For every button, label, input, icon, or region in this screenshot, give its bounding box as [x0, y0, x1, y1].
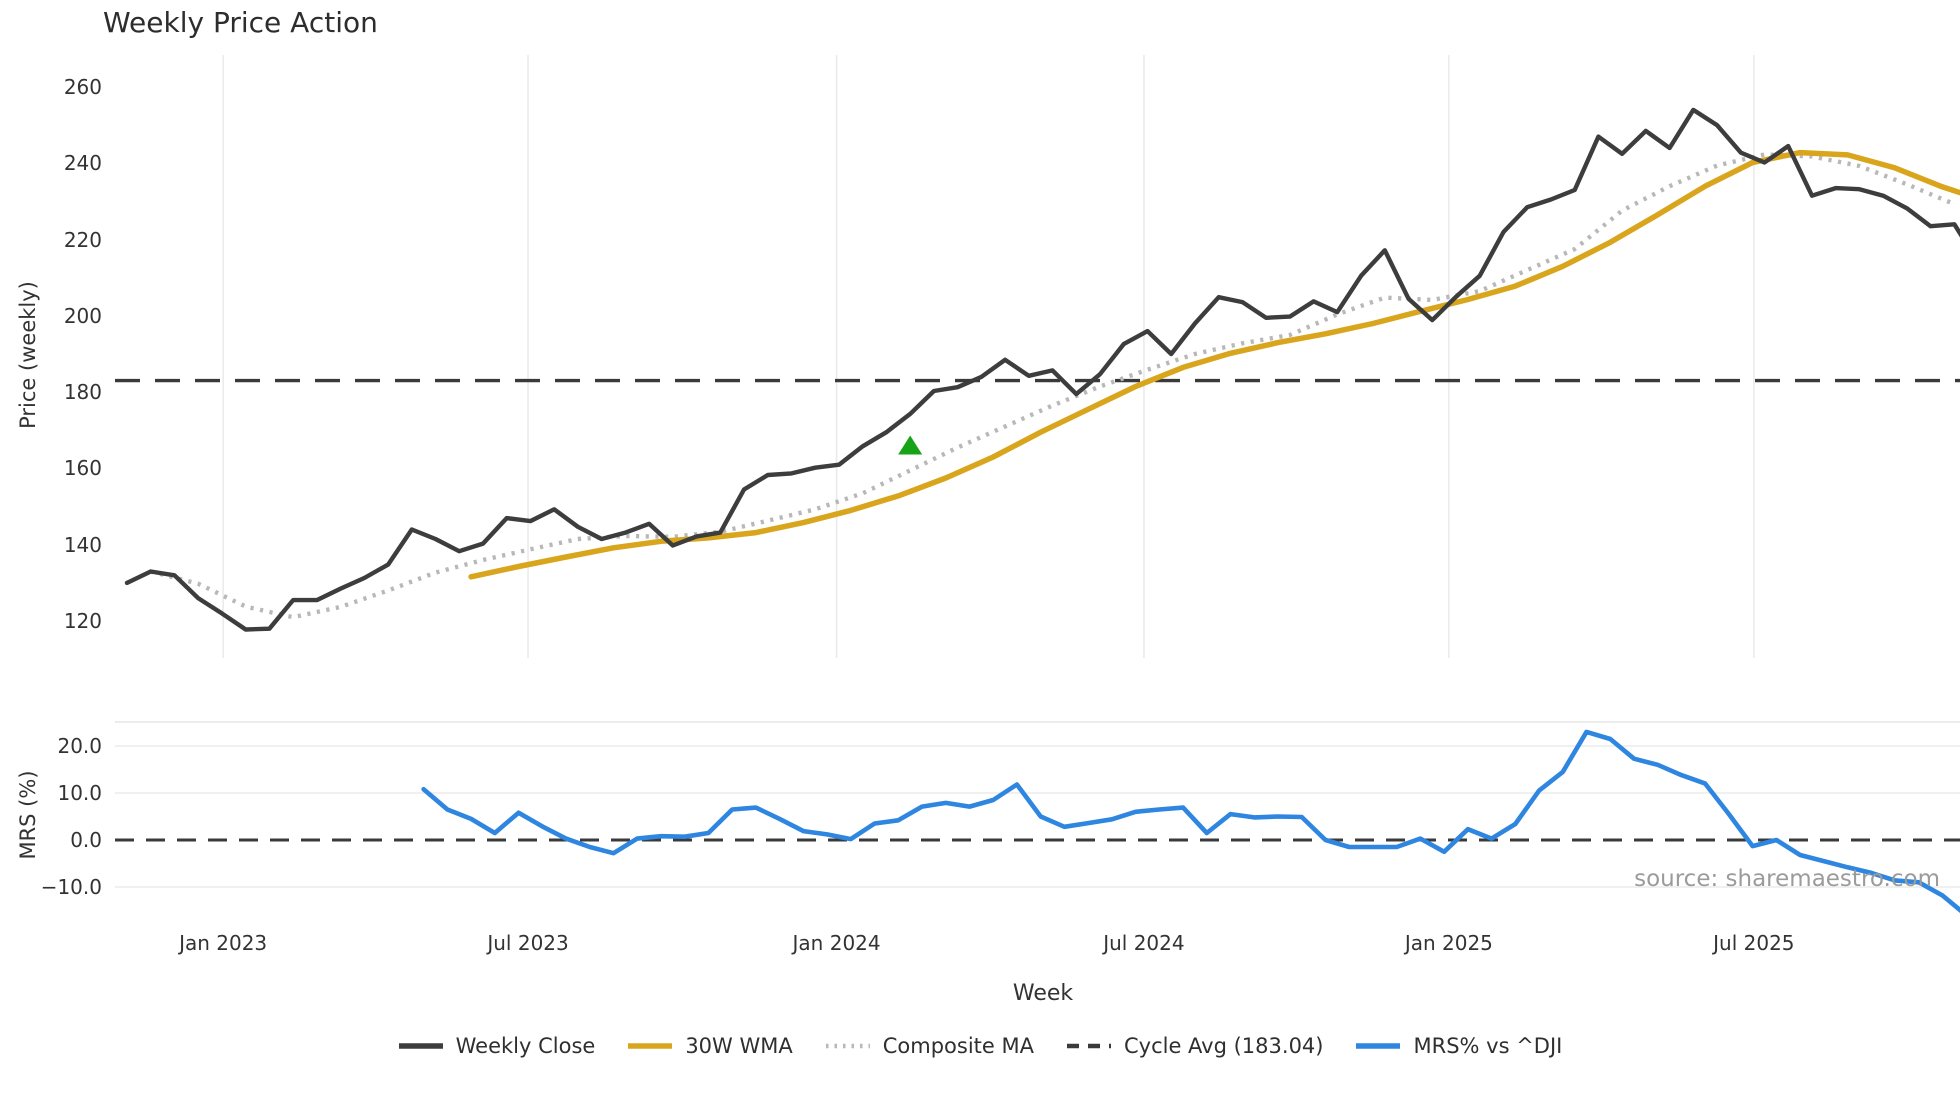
x-tick-label: Jan 2024	[792, 931, 881, 955]
weekly-close-line	[124, 107, 1960, 632]
legend-item: Composite MA	[825, 1034, 1034, 1058]
solid-line-swatch-icon	[628, 1043, 673, 1049]
price-y-tick-label: 160	[63, 456, 102, 481]
legend-label: Weekly Close	[455, 1034, 596, 1058]
signal-triangle-marker	[898, 435, 923, 455]
mrs-y-tick-label: −10.0	[40, 875, 102, 899]
mrs-y-tick-label: 20.0	[57, 734, 102, 758]
x-tick-label: Jan 2023	[179, 931, 268, 955]
chart-title: Weekly Price Action	[103, 6, 378, 39]
dashed-line-swatch-icon	[1066, 1043, 1111, 1049]
mrs-line	[421, 729, 1960, 914]
x-tick-label: Jul 2025	[1713, 931, 1795, 955]
legend-item: Weekly Close	[398, 1034, 596, 1058]
dotted-line-swatch-icon	[825, 1043, 870, 1049]
legend-item: Cycle Avg (183.04)	[1066, 1034, 1324, 1058]
x-tick-label: Jul 2024	[1103, 931, 1185, 955]
source-note: source: sharemaestro.com	[1634, 866, 1940, 892]
mrs-y-tick-label: 10.0	[57, 781, 102, 805]
composite-ma-line	[150, 152, 1956, 620]
legend-item: MRS% vs ^DJI	[1355, 1034, 1562, 1058]
mrs-y-tick-label: 0.0	[70, 828, 102, 852]
price-y-tick-label: 180	[63, 380, 102, 405]
legend: Weekly Close 30W WMA Composite MA Cycle Avg…	[0, 1034, 1960, 1058]
legend-label: Composite MA	[882, 1034, 1034, 1058]
legend-label: MRS% vs ^DJI	[1413, 1034, 1563, 1058]
x-tick-label: Jan 2025	[1404, 931, 1493, 955]
price-y-tick-label: 260	[63, 75, 102, 99]
legend-item: 30W WMA	[627, 1034, 793, 1058]
price-y-tick-label: 220	[63, 227, 102, 252]
solid-line-swatch-icon	[1356, 1043, 1401, 1049]
x-axis-label: Week	[1012, 981, 1074, 1006]
solid-line-swatch-icon	[398, 1043, 443, 1049]
price-y-tick-label: 200	[63, 303, 102, 328]
price-y-tick-label: 240	[63, 151, 102, 176]
x-tick-label: Jul 2023	[487, 931, 569, 955]
legend-label: Cycle Avg (183.04)	[1123, 1034, 1324, 1058]
legend-label: 30W WMA	[685, 1034, 793, 1058]
wma-line	[468, 149, 1960, 580]
price-y-tick-label: 120	[63, 609, 102, 634]
price-y-tick-label: 140	[63, 532, 102, 557]
